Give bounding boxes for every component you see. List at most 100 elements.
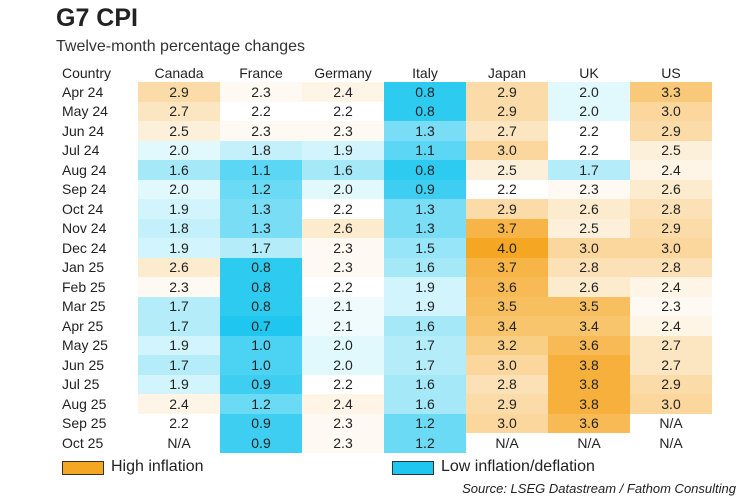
heat-cell-canada-jan-25: 2.6	[138, 257, 220, 277]
row-label: Oct 24	[62, 200, 104, 217]
heat-cell-italy-aug-25: 1.6	[384, 394, 466, 414]
heat-cell-japan-may-25: 3.2	[466, 335, 548, 355]
heat-cell-canada-dec-24: 1.9	[138, 238, 220, 258]
heat-cell-germany-mar-25: 2.1	[302, 296, 384, 316]
row-label: Mar 25	[62, 298, 106, 315]
row-label: Apr 24	[62, 83, 104, 100]
heat-cell-france-aug-25: 1.2	[220, 394, 302, 414]
heat-cell-japan-nov-24: 3.7	[466, 218, 548, 238]
column-header-italy: Italy	[412, 64, 438, 81]
table-row: May 24 2.7 2.2 2.2 0.8 2.9 2.0 3.0	[56, 101, 712, 121]
heat-cell-italy-jul-25: 1.6	[384, 374, 466, 394]
heat-cell-canada-aug-25: 2.4	[138, 394, 220, 414]
heat-cell-canada-jun-25: 1.7	[138, 355, 220, 375]
table-row: Jul 24 2.0 1.8 1.9 1.1 3.0 2.2 2.5	[56, 140, 712, 160]
row-label: Nov 24	[62, 220, 107, 237]
heat-cell-canada-may-25: 1.9	[138, 335, 220, 355]
heat-cell-canada-aug-24: 1.6	[138, 160, 220, 180]
heat-cell-france-may-24: 2.2	[220, 101, 302, 121]
heat-cell-uk-may-25: 3.6	[548, 335, 630, 355]
heat-cell-japan-jun-25: 3.0	[466, 355, 548, 375]
heat-cell-france-oct-25: 0.9	[220, 433, 302, 453]
heat-cell-france-dec-24: 1.7	[220, 238, 302, 258]
heat-cell-france-feb-25: 0.8	[220, 277, 302, 297]
heat-cell-italy-oct-24: 1.3	[384, 199, 466, 219]
header-row: Country Canada France Germany Italy Japan UK U…	[56, 63, 712, 82]
row-label: Jun 25	[62, 356, 105, 373]
heat-cell-germany-jan-25: 2.3	[302, 257, 384, 277]
heat-cell-us-mar-25: 2.3	[630, 296, 712, 316]
heat-cell-france-nov-24: 1.3	[220, 218, 302, 238]
row-label: Sep 24	[62, 181, 107, 198]
heat-cell-germany-jun-24: 2.3	[302, 121, 384, 141]
heat-cell-us-apr-24: 3.3	[630, 82, 712, 102]
table-row: Dec 24 1.9 1.7 2.3 1.5 4.0 3.0 3.0	[56, 238, 712, 258]
table-row: Sep 25 2.2 0.9 2.3 1.2 3.0 3.6 N/A	[56, 413, 712, 433]
heat-cell-france-apr-24: 2.3	[220, 82, 302, 102]
heat-cell-us-nov-24: 2.9	[630, 218, 712, 238]
heat-cell-uk-jul-24: 2.2	[548, 140, 630, 160]
legend-high-swatch	[62, 461, 104, 475]
column-header-japan: Japan	[487, 64, 527, 81]
heat-cell-italy-nov-24: 1.3	[384, 218, 466, 238]
row-label: Sep 25	[62, 415, 107, 432]
heat-cell-us-may-25: 2.7	[630, 335, 712, 355]
row-label: Jul 25	[62, 376, 100, 393]
row-label: Dec 24	[62, 239, 107, 256]
heat-cell-italy-may-24: 0.8	[384, 101, 466, 121]
row-header-label: Country	[62, 64, 112, 81]
table-row: Aug 25 2.4 1.2 2.4 1.6 2.9 3.8 3.0	[56, 394, 712, 414]
heat-cell-italy-mar-25: 1.9	[384, 296, 466, 316]
chart-subtitle: Twelve-month percentage changes	[56, 38, 306, 55]
heat-cell-france-oct-24: 1.3	[220, 199, 302, 219]
heat-cell-japan-sep-25: 3.0	[466, 413, 548, 433]
heat-cell-germany-aug-25: 2.4	[302, 394, 384, 414]
heat-cell-japan-sep-24: 2.2	[466, 179, 548, 199]
heat-cell-germany-feb-25: 2.2	[302, 277, 384, 297]
row-label: Aug 25	[62, 395, 107, 412]
heat-cell-italy-apr-24: 0.8	[384, 82, 466, 102]
heat-cell-uk-aug-25: 3.8	[548, 394, 630, 414]
heat-cell-canada-jun-24: 2.5	[138, 121, 220, 141]
chart-title: G7 CPI	[56, 4, 138, 32]
heat-cell-canada-jul-25: 1.9	[138, 374, 220, 394]
heat-cell-us-jul-25: 2.9	[630, 374, 712, 394]
row-label: Oct 25	[62, 434, 104, 451]
heat-cell-uk-dec-24: 3.0	[548, 238, 630, 258]
table-row: Apr 24 2.9 2.3 2.4 0.8 2.9 2.0 3.3	[56, 82, 712, 102]
legend-high-label: High inflation	[111, 458, 204, 475]
column-header-us: US	[661, 64, 681, 81]
heat-cell-japan-jan-25: 3.7	[466, 257, 548, 277]
heat-cell-germany-sep-25: 2.3	[302, 413, 384, 433]
heat-cell-canada-sep-25: 2.2	[138, 413, 220, 433]
heat-cell-germany-oct-24: 2.2	[302, 199, 384, 219]
heat-cell-germany-jun-25: 2.0	[302, 355, 384, 375]
heat-cell-canada-apr-24: 2.9	[138, 82, 220, 102]
heat-cell-japan-jun-24: 2.7	[466, 121, 548, 141]
heat-cell-germany-apr-24: 2.4	[302, 82, 384, 102]
heat-cell-japan-dec-24: 4.0	[466, 238, 548, 258]
heat-cell-italy-feb-25: 1.9	[384, 277, 466, 297]
column-header-uk: UK	[579, 64, 599, 81]
heat-cell-canada-apr-25: 1.7	[138, 316, 220, 336]
heat-cell-france-may-25: 1.0	[220, 335, 302, 355]
heat-cell-france-jun-25: 1.0	[220, 355, 302, 375]
heat-cell-us-apr-25: 2.4	[630, 316, 712, 336]
column-header-germany: Germany	[314, 64, 372, 81]
row-label: Feb 25	[62, 278, 106, 295]
heat-cell-canada-oct-25: N/A	[138, 433, 220, 453]
heat-cell-japan-aug-24: 2.5	[466, 160, 548, 180]
heat-cell-canada-jul-24: 2.0	[138, 140, 220, 160]
heat-cell-uk-apr-24: 2.0	[548, 82, 630, 102]
heat-cell-germany-may-25: 2.0	[302, 335, 384, 355]
heat-cell-us-feb-25: 2.4	[630, 277, 712, 297]
heat-cell-uk-sep-25: 3.6	[548, 413, 630, 433]
heat-cell-us-jun-25: 2.7	[630, 355, 712, 375]
heat-cell-italy-jul-24: 1.1	[384, 140, 466, 160]
legend-low-swatch	[392, 461, 434, 475]
heat-cell-us-jul-24: 2.5	[630, 140, 712, 160]
table-row: Feb 25 2.3 0.8 2.2 1.9 3.6 2.6 2.4	[56, 277, 712, 297]
heat-cell-us-aug-24: 2.4	[630, 160, 712, 180]
heat-cell-canada-feb-25: 2.3	[138, 277, 220, 297]
heat-cell-uk-mar-25: 3.5	[548, 296, 630, 316]
